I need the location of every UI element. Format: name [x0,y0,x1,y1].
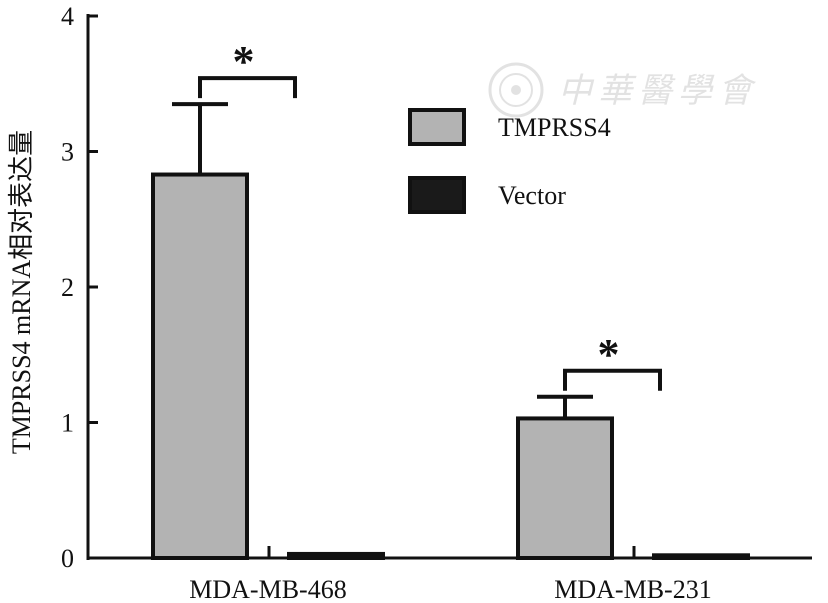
y-tick-label: 1 [61,409,74,438]
y-axis-label: TMPRSS4 mRNA相对表达量 [7,130,36,454]
y-tick-label: 3 [61,138,74,167]
bar-vector-mda-mb-468 [287,551,385,560]
y-ticks: 0 1 2 3 4 [61,2,98,573]
significance-bracket [198,76,297,99]
significance-star: * [598,330,620,379]
y-tick-label: 2 [61,273,74,302]
bar-vector-mda-mb-231 [652,553,750,560]
significance-bracket [563,368,662,391]
significance-star: * [233,37,255,86]
y-tick-label: 4 [61,2,74,31]
error-bars [172,102,593,419]
legend-label-vector: Vector [498,181,566,210]
watermark-seal: 中華醫學會 [488,62,758,118]
x-tick-label: MDA-MB-231 [554,575,711,603]
legend: TMPRSS4 Vector [408,108,611,214]
x-tick-label: MDA-MB-468 [189,575,346,603]
bars [151,172,750,560]
watermark-text: 中華醫學會 [558,71,758,111]
x-tick-labels: MDA-MB-468 MDA-MB-231 [189,575,711,603]
legend-swatch-tmprss4 [408,108,466,146]
significance-markers: ** [198,37,662,391]
y-tick-label: 0 [61,544,74,573]
bar-tmprss4-mda-mb-231 [516,416,614,560]
bar-tmprss4-mda-mb-468 [151,172,249,560]
legend-label-tmprss4: TMPRSS4 [498,113,611,142]
legend-swatch-vector [408,176,466,214]
